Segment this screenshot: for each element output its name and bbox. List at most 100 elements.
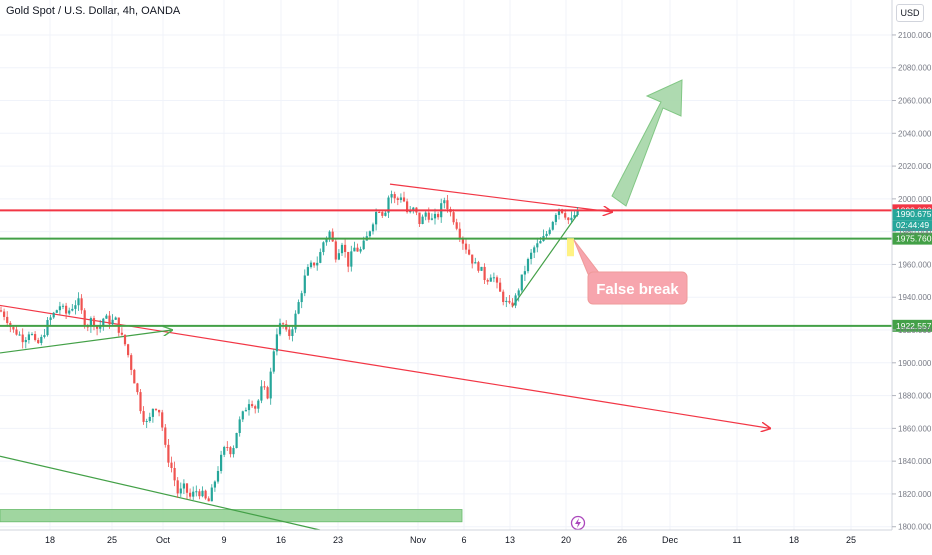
candle-body <box>495 277 499 283</box>
ascending-trendline-september <box>0 330 172 354</box>
candle-body <box>455 222 458 229</box>
candle-body <box>269 371 272 399</box>
candle-body <box>46 320 49 336</box>
candle-body <box>207 498 210 502</box>
price-tick-label: 1900.000 <box>898 359 932 368</box>
candle-body <box>111 319 114 325</box>
candle-body <box>468 249 471 255</box>
candle-body <box>474 262 477 264</box>
candle-body <box>412 207 415 211</box>
candle-body <box>505 300 508 303</box>
currency-button[interactable]: USD <box>896 4 924 22</box>
candle-body <box>536 243 539 248</box>
candle-body <box>164 427 167 445</box>
candle-body <box>446 200 449 210</box>
candle-body <box>291 329 294 337</box>
candle-body <box>378 211 381 213</box>
candle-body <box>105 315 108 319</box>
time-tick-label: Nov <box>410 535 427 545</box>
candle-body <box>213 481 216 488</box>
candle-body <box>297 302 300 314</box>
candle-body <box>120 332 123 335</box>
candle-body <box>161 412 164 428</box>
candle-body <box>303 275 306 294</box>
candle-body <box>176 480 179 494</box>
candle-body <box>424 212 427 217</box>
candle-body <box>511 302 514 306</box>
candle-body <box>288 329 291 337</box>
candle-body <box>418 212 421 225</box>
horizontal-level-tag <box>892 319 932 332</box>
price-tick-label: 2080.000 <box>898 64 932 73</box>
candle-body <box>133 369 136 384</box>
time-tick-label: 16 <box>276 535 286 545</box>
candle-body <box>204 490 207 499</box>
candle-body <box>520 274 523 291</box>
candle-body <box>201 490 204 497</box>
price-tick-label: 2040.000 <box>898 129 932 138</box>
candle-body <box>406 201 409 213</box>
price-tick-label: 1880.000 <box>898 392 932 401</box>
candle-body <box>232 448 235 455</box>
time-tick-label: Dec <box>662 535 679 545</box>
candle-body <box>127 344 130 356</box>
candle-body <box>65 305 68 314</box>
candle-body <box>80 298 83 311</box>
candle-body <box>499 282 502 292</box>
candle-body <box>325 238 328 243</box>
support-zone <box>0 509 463 523</box>
time-tick-label: 25 <box>846 535 856 545</box>
candle-body <box>350 251 353 267</box>
time-tick-label: 20 <box>561 535 571 545</box>
candle-body <box>170 462 173 468</box>
candle-body <box>337 253 340 260</box>
time-tick-label: 6 <box>461 535 466 545</box>
candle-body <box>3 311 6 317</box>
candle-body <box>220 454 223 471</box>
candle-body <box>247 404 251 411</box>
candle-body <box>260 386 263 401</box>
current-price-label: 1990.675 <box>896 209 932 219</box>
candle-body <box>226 446 229 448</box>
candle-body <box>313 262 316 266</box>
candle-body <box>502 291 505 303</box>
candle-body <box>185 483 189 493</box>
price-tick-label: 1920.000 <box>898 326 932 335</box>
candle-body <box>375 211 378 225</box>
candle-body <box>189 492 192 497</box>
candle-body <box>43 335 46 337</box>
candle-body <box>34 334 37 340</box>
candle-body <box>55 310 58 313</box>
symbol-title: Gold Spot / U.S. Dollar, 4h, OANDA <box>6 5 181 17</box>
candle-body <box>567 217 570 221</box>
candle-body <box>145 420 148 422</box>
candle-body <box>427 212 430 220</box>
candle-body <box>89 318 92 327</box>
candle-body <box>148 416 151 421</box>
lightning-glyph <box>575 518 581 528</box>
current-price-tag <box>892 209 932 221</box>
candle-body <box>179 488 182 494</box>
time-axis: 18 25 Oct 9 16 23 Nov 6 13 20 26 Dec 11 18 25 <box>0 529 892 545</box>
candle-body <box>523 271 526 275</box>
horizontal-level-label: 1975.760 <box>896 234 932 244</box>
candle-body <box>15 329 18 335</box>
descending-channel-lower <box>0 455 321 531</box>
candle-body <box>40 336 43 344</box>
candle-body <box>309 262 313 268</box>
candle-body <box>58 306 61 311</box>
candle-body <box>433 213 437 219</box>
candle-body <box>6 316 9 323</box>
time-tick-label: 18 <box>45 535 55 545</box>
candle-body <box>340 244 344 254</box>
candle-body <box>0 310 3 312</box>
candle-body <box>21 334 24 343</box>
candle-body <box>83 310 86 327</box>
price-tick-label: 1980.000 <box>898 228 932 237</box>
candle-body <box>508 300 511 303</box>
time-tick-label: 26 <box>617 535 627 545</box>
price-tick-label: 1840.000 <box>898 457 932 466</box>
candle-body <box>461 237 464 244</box>
